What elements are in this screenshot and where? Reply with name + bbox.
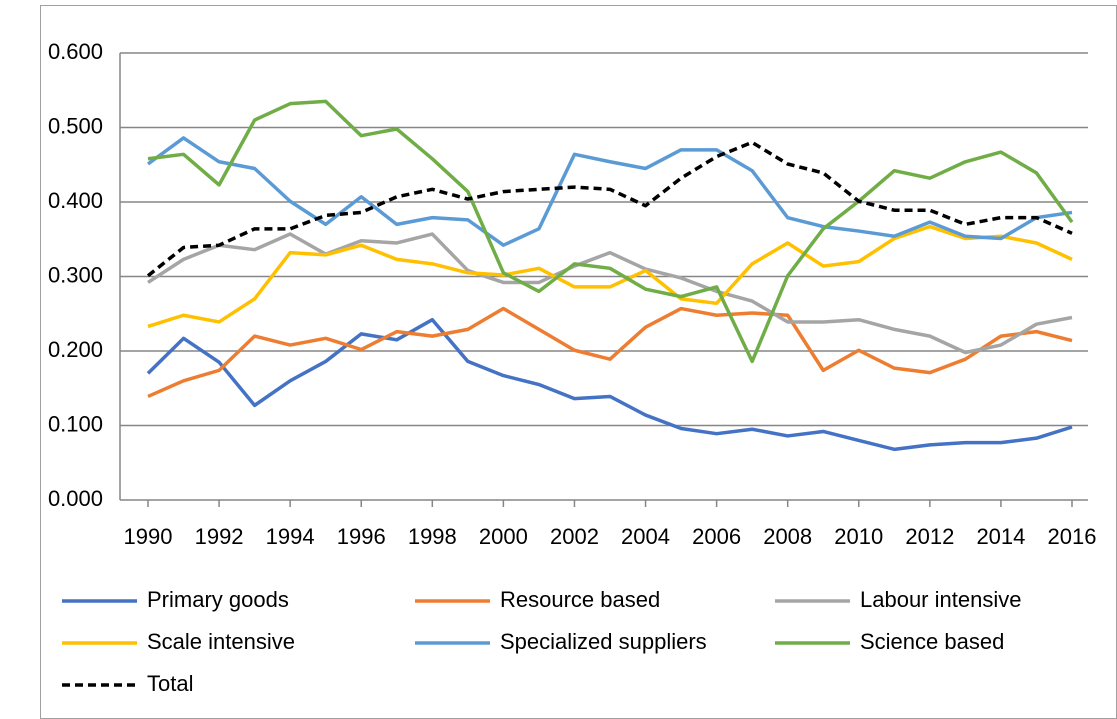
series-line [146, 317, 1073, 452]
y-tick-label: 0.400 [48, 188, 103, 213]
legend-label: Labour intensive [860, 587, 1021, 612]
x-tick-label: 1994 [266, 524, 315, 549]
y-tick-label: 0.200 [48, 337, 103, 362]
x-tick-label: 2010 [834, 524, 883, 549]
y-tick-label: 0.300 [48, 262, 103, 287]
series-line [147, 224, 1073, 329]
x-tick-label: 2004 [621, 524, 670, 549]
series-line [146, 136, 1073, 247]
x-tick-label: 1992 [195, 524, 244, 549]
legend-label: Primary goods [147, 587, 289, 612]
x-tick-label: 2014 [976, 524, 1025, 549]
series-line [146, 140, 1073, 278]
series-line [147, 232, 1073, 355]
x-tick-label: 2000 [479, 524, 528, 549]
legend-label: Science based [860, 629, 1004, 654]
x-tick-label: 2006 [692, 524, 741, 549]
y-tick-label: 0.100 [48, 411, 103, 436]
series-line [147, 99, 1074, 364]
legend-label: Specialized suppliers [500, 629, 707, 654]
y-tick-label: 0.000 [48, 486, 103, 511]
x-tick-label: 1996 [337, 524, 386, 549]
x-tick-label: 2008 [763, 524, 812, 549]
x-tick-label: 2016 [1048, 524, 1097, 549]
legend-label: Resource based [500, 587, 660, 612]
x-tick-label: 2012 [905, 524, 954, 549]
x-tick-label: 1990 [124, 524, 173, 549]
legend-label: Scale intensive [147, 629, 295, 654]
legend-label: Total [147, 671, 193, 696]
x-tick-label: 2002 [550, 524, 599, 549]
y-tick-label: 0.600 [48, 39, 103, 64]
x-tick-label: 1998 [408, 524, 457, 549]
series-line [147, 306, 1073, 399]
y-tick-label: 0.500 [48, 113, 103, 138]
